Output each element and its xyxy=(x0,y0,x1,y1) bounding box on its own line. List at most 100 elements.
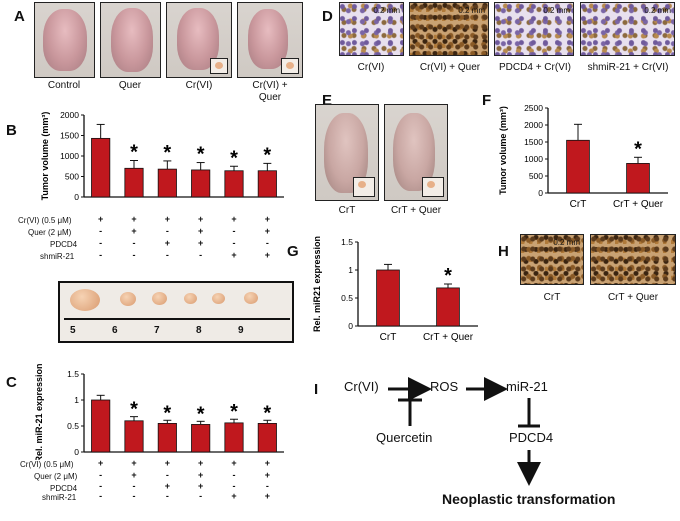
treatment-symbol: - xyxy=(165,470,169,480)
treatment-symbol: - xyxy=(199,491,203,501)
bar xyxy=(157,423,177,453)
node-neoplastic-transformation: Neoplastic transformation xyxy=(442,491,616,507)
mouse-photo-crt xyxy=(315,104,379,201)
histology-h-crt: 0.2 mm xyxy=(520,234,584,285)
x-category-label: CrT + Quer xyxy=(423,332,474,343)
treatment-symbol: + xyxy=(198,470,204,480)
y-tick-label: 1500 xyxy=(60,131,79,141)
mouse-photo-quer xyxy=(100,2,161,78)
row-label-quer: Quer (2 μM) xyxy=(28,228,72,237)
chart-f: 0 500 1000 1500 2000 2500 Tumor volume (mm³) Cr… xyxy=(498,103,668,210)
treatment-symbol: - xyxy=(99,491,103,501)
significance-mark: * xyxy=(230,401,238,423)
treatment-symbol: + xyxy=(164,238,170,248)
node-ros: ROS xyxy=(430,379,459,394)
row-label-shmir21-c: shmiR-21 xyxy=(42,493,77,502)
label-d-shmir21-crvi: shmiR-21 + Cr(VI) xyxy=(587,62,669,73)
ruler-6: 6 xyxy=(112,325,118,336)
y-tick-label: 500 xyxy=(65,172,79,182)
y-tick-label: 0.5 xyxy=(67,421,79,431)
y-tick-label: 1 xyxy=(348,265,353,275)
node-pdcd4: PDCD4 xyxy=(509,430,554,445)
treatment-symbol: + xyxy=(131,214,137,224)
label-control: Control xyxy=(47,80,81,91)
treatment-symbol: - xyxy=(132,491,136,501)
panel-letter-f: F xyxy=(482,92,492,109)
bar xyxy=(91,399,111,453)
scale-bar-label: 0.2 mm xyxy=(553,238,580,247)
significance-mark: * xyxy=(263,144,271,166)
treatment-symbol: + xyxy=(198,214,204,224)
treatment-symbol: + xyxy=(198,226,204,236)
y-tick-label: 0.5 xyxy=(341,293,353,303)
ruler-8: 8 xyxy=(196,325,202,336)
significance-mark: * xyxy=(130,142,138,164)
label-crvi-quer: Cr(VI) + Quer xyxy=(252,80,288,103)
y-tick-label: 1.5 xyxy=(341,237,353,247)
bar xyxy=(124,420,144,453)
treatment-symbol: - xyxy=(265,238,269,248)
node-crvi: Cr(VI) xyxy=(344,379,379,394)
treatment-symbol: + xyxy=(198,481,204,491)
x-category-label: CrT xyxy=(570,199,587,210)
treatment-symbol: - xyxy=(132,481,136,491)
scale-bar-label: 0.2 mm xyxy=(458,6,485,15)
treatment-symbol: - xyxy=(232,226,236,236)
treatment-symbol: + xyxy=(98,214,104,224)
treatment-symbol: - xyxy=(132,250,136,260)
treatment-symbol: + xyxy=(164,458,170,468)
y-tick-label: 1 xyxy=(74,395,79,405)
label-h-crt-quer: CrT + Quer xyxy=(607,292,659,303)
bar xyxy=(124,167,144,198)
treatment-table-c: Cr(VI) (0.5 μM) Quer (2 μM) PDCD4 shmiR-… xyxy=(0,458,300,520)
y-tick-label: 0 xyxy=(538,188,543,198)
treatment-symbol: + xyxy=(264,250,270,260)
significance-mark: * xyxy=(263,402,271,424)
panel-letter-c: C xyxy=(6,374,17,391)
scale-bar-label: 0.2 mm xyxy=(373,6,400,15)
treatment-symbol: - xyxy=(165,250,169,260)
bar xyxy=(566,139,590,194)
y-tick-label: 1000 xyxy=(524,154,543,164)
y-tick-label: 2500 xyxy=(524,103,543,113)
row-label-pdcd4: PDCD4 xyxy=(50,240,78,249)
scale-bar-label: 0.2 mm xyxy=(644,6,671,15)
pathway-diagram xyxy=(388,377,541,486)
treatment-symbol: + xyxy=(164,481,170,491)
histology-pdcd4-crvi: 0.2 mm xyxy=(494,2,574,56)
treatment-symbol: - xyxy=(99,250,103,260)
treatment-symbol: + xyxy=(131,226,137,236)
bar xyxy=(224,170,244,198)
bar xyxy=(157,168,177,198)
significance-mark: * xyxy=(230,147,238,169)
treatment-symbol: - xyxy=(99,470,103,480)
mouse-photo-crvi-quer xyxy=(237,2,303,78)
bar xyxy=(191,424,211,453)
y-tick-label: 2000 xyxy=(60,110,79,120)
panel-letter-h: H xyxy=(498,243,509,260)
treatment-symbol: - xyxy=(265,481,269,491)
treatment-symbol: + xyxy=(164,214,170,224)
treatment-symbol: + xyxy=(231,214,237,224)
y-axis-label: Tumor volume (mm³) xyxy=(498,106,508,195)
treatment-symbol: + xyxy=(264,214,270,224)
x-category-label: CrT xyxy=(380,332,397,343)
y-axis-label: Rel. miR21 expression xyxy=(312,236,322,332)
treatment-table-b: Cr(VI) (0.5 μM) Quer (2 μM) PDCD4 shmiR-… xyxy=(0,214,300,276)
y-tick-label: 2000 xyxy=(524,120,543,130)
ruler-5: 5 xyxy=(70,325,76,336)
label-e-crt-quer: CrT + Quer xyxy=(390,205,442,216)
histology-shmir21-crvi: 0.2 mm xyxy=(580,2,675,56)
chart-b: 0 500 1000 1500 2000 Tumor volume (mm³) * * * * * xyxy=(40,110,284,202)
treatment-symbol: + xyxy=(264,226,270,236)
panel-letter-g: G xyxy=(287,243,299,260)
row-label-shmir21: shmiR-21 xyxy=(40,252,75,261)
significance-mark: * xyxy=(163,402,171,424)
mouse-photo-control xyxy=(34,2,95,78)
treatment-symbol: - xyxy=(232,470,236,480)
histology-crvi: 0.2 mm xyxy=(339,2,404,56)
significance-mark: * xyxy=(634,138,642,160)
y-tick-label: 0 xyxy=(74,192,79,202)
treatment-symbol: - xyxy=(99,481,103,491)
treatment-symbol: + xyxy=(231,458,237,468)
